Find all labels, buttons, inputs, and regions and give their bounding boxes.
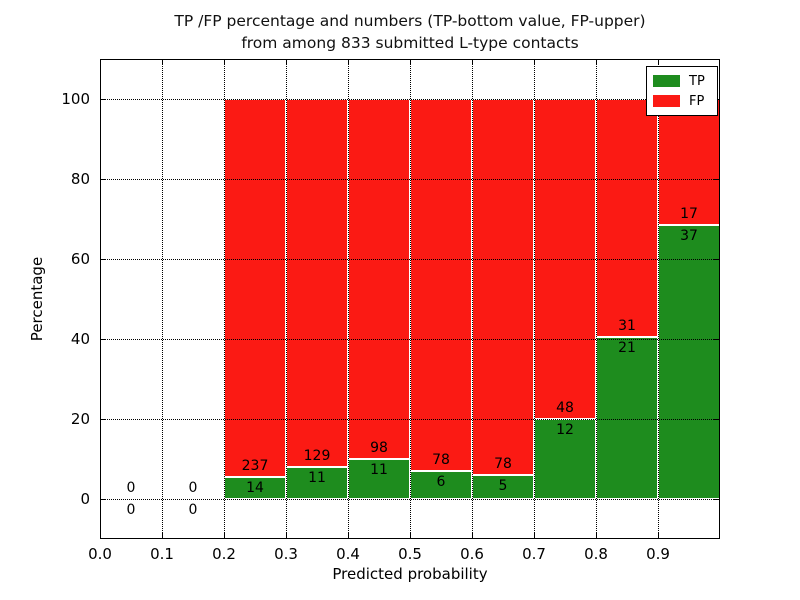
fp-count-label: 31 — [618, 318, 636, 335]
x-tick-bottom — [471, 533, 473, 539]
fp-count-label: 0 — [188, 480, 198, 496]
legend-swatch-tp — [653, 75, 680, 87]
x-tick-bottom — [223, 533, 225, 539]
x-axis-label: Predicted probability — [332, 565, 488, 583]
tp-count-label: 0 — [126, 502, 136, 518]
fp-count-label: 237 — [241, 457, 269, 474]
y-tick-label: 80 — [70, 169, 90, 188]
x-tick-bottom — [161, 533, 163, 539]
bar-tp — [658, 225, 720, 499]
bar-tp — [348, 458, 410, 499]
y-tick-right — [714, 418, 720, 420]
bar-fp — [472, 99, 534, 475]
x-tick-top — [99, 59, 101, 65]
v-gridline — [286, 59, 287, 539]
legend-label-tp: TP — [689, 73, 705, 89]
x-tick-top — [161, 59, 163, 65]
tp-count-label: 14 — [246, 479, 264, 496]
x-tick-label: 0.5 — [398, 545, 422, 563]
y-tick-label: 40 — [70, 329, 90, 348]
x-tick-label: 0.2 — [212, 545, 236, 563]
y-tick-label: 100 — [61, 89, 90, 108]
fp-count-label: 48 — [556, 400, 574, 416]
bar-fp — [410, 99, 472, 471]
v-gridline — [410, 59, 411, 539]
x-tick-top — [223, 59, 225, 65]
fp-count-label: 78 — [494, 456, 512, 472]
x-tick-bottom — [99, 533, 101, 539]
x-tick-label: 0.7 — [522, 545, 546, 563]
legend-swatch-fp — [653, 95, 680, 107]
tp-count-label: 12 — [556, 422, 574, 438]
v-gridline — [472, 59, 473, 539]
legend-entry-fp: FP — [653, 91, 711, 111]
tp-count-label: 5 — [498, 478, 508, 494]
bar-fp — [286, 99, 348, 468]
legend-label-fp: FP — [689, 93, 705, 109]
bar-tp — [596, 337, 658, 499]
y-tick-right — [714, 258, 720, 260]
y-tick-label: 0 — [80, 489, 90, 508]
x-tick-label: 0.1 — [150, 545, 174, 563]
x-tick-bottom — [533, 533, 535, 539]
y-tick-label: 60 — [70, 249, 90, 268]
fp-count-label: 0 — [126, 480, 136, 496]
v-gridline — [162, 59, 163, 539]
y-tick-right — [714, 338, 720, 340]
fp-count-label: 17 — [680, 206, 698, 222]
x-tick-top — [471, 59, 473, 65]
v-gridline — [348, 59, 349, 539]
v-gridline — [224, 59, 225, 539]
tp-count-label: 21 — [618, 340, 636, 357]
legend-entry-tp: TP — [653, 71, 711, 91]
tp-count-label: 11 — [370, 461, 388, 478]
bar-fp — [596, 99, 658, 338]
fp-count-label: 98 — [370, 439, 388, 456]
y-tick-left — [100, 498, 106, 500]
x-tick-top — [285, 59, 287, 65]
fp-count-label: 129 — [303, 448, 331, 465]
x-tick-top — [347, 59, 349, 65]
x-tick-label: 0.0 — [88, 545, 112, 563]
tp-count-label: 11 — [308, 470, 326, 487]
x-tick-label: 0.3 — [274, 545, 298, 563]
x-tick-label: 0.6 — [460, 545, 484, 563]
x-tick-label: 0.4 — [336, 545, 360, 563]
v-gridline — [534, 59, 535, 539]
bar-fp — [348, 99, 410, 459]
chart-title-line1: TP /FP percentage and numbers (TP-bottom… — [174, 12, 646, 30]
x-tick-bottom — [595, 533, 597, 539]
v-gridline — [658, 59, 659, 539]
tp-count-label: 6 — [436, 473, 446, 490]
y-tick-left — [100, 98, 106, 100]
x-tick-label: 0.8 — [584, 545, 608, 563]
x-tick-label: 0.9 — [646, 545, 670, 563]
x-tick-bottom — [409, 533, 411, 539]
x-tick-bottom — [285, 533, 287, 539]
tp-count-label: 0 — [188, 502, 198, 518]
y-tick-right — [714, 498, 720, 500]
y-tick-left — [100, 338, 106, 340]
x-tick-top — [409, 59, 411, 65]
tp-count-label: 37 — [680, 228, 698, 244]
x-tick-bottom — [657, 533, 659, 539]
y-tick-left — [100, 258, 106, 260]
fp-count-label: 78 — [432, 451, 450, 468]
chart-title-line2: from among 833 submitted L-type contacts — [241, 34, 579, 52]
y-tick-left — [100, 178, 106, 180]
legend: TP FP — [646, 66, 718, 116]
x-tick-bottom — [347, 533, 349, 539]
y-tick-label: 20 — [70, 409, 90, 428]
y-tick-left — [100, 418, 106, 420]
x-tick-top — [657, 59, 659, 65]
plot-area: 0 0 0 0 237 14 129 11 98 11 78 6 78 5 48 12 31 21 17 37 — [99, 59, 720, 539]
y-tick-right — [714, 178, 720, 180]
x-tick-top — [533, 59, 535, 65]
x-tick-top — [595, 59, 597, 65]
v-gridline — [596, 59, 597, 539]
